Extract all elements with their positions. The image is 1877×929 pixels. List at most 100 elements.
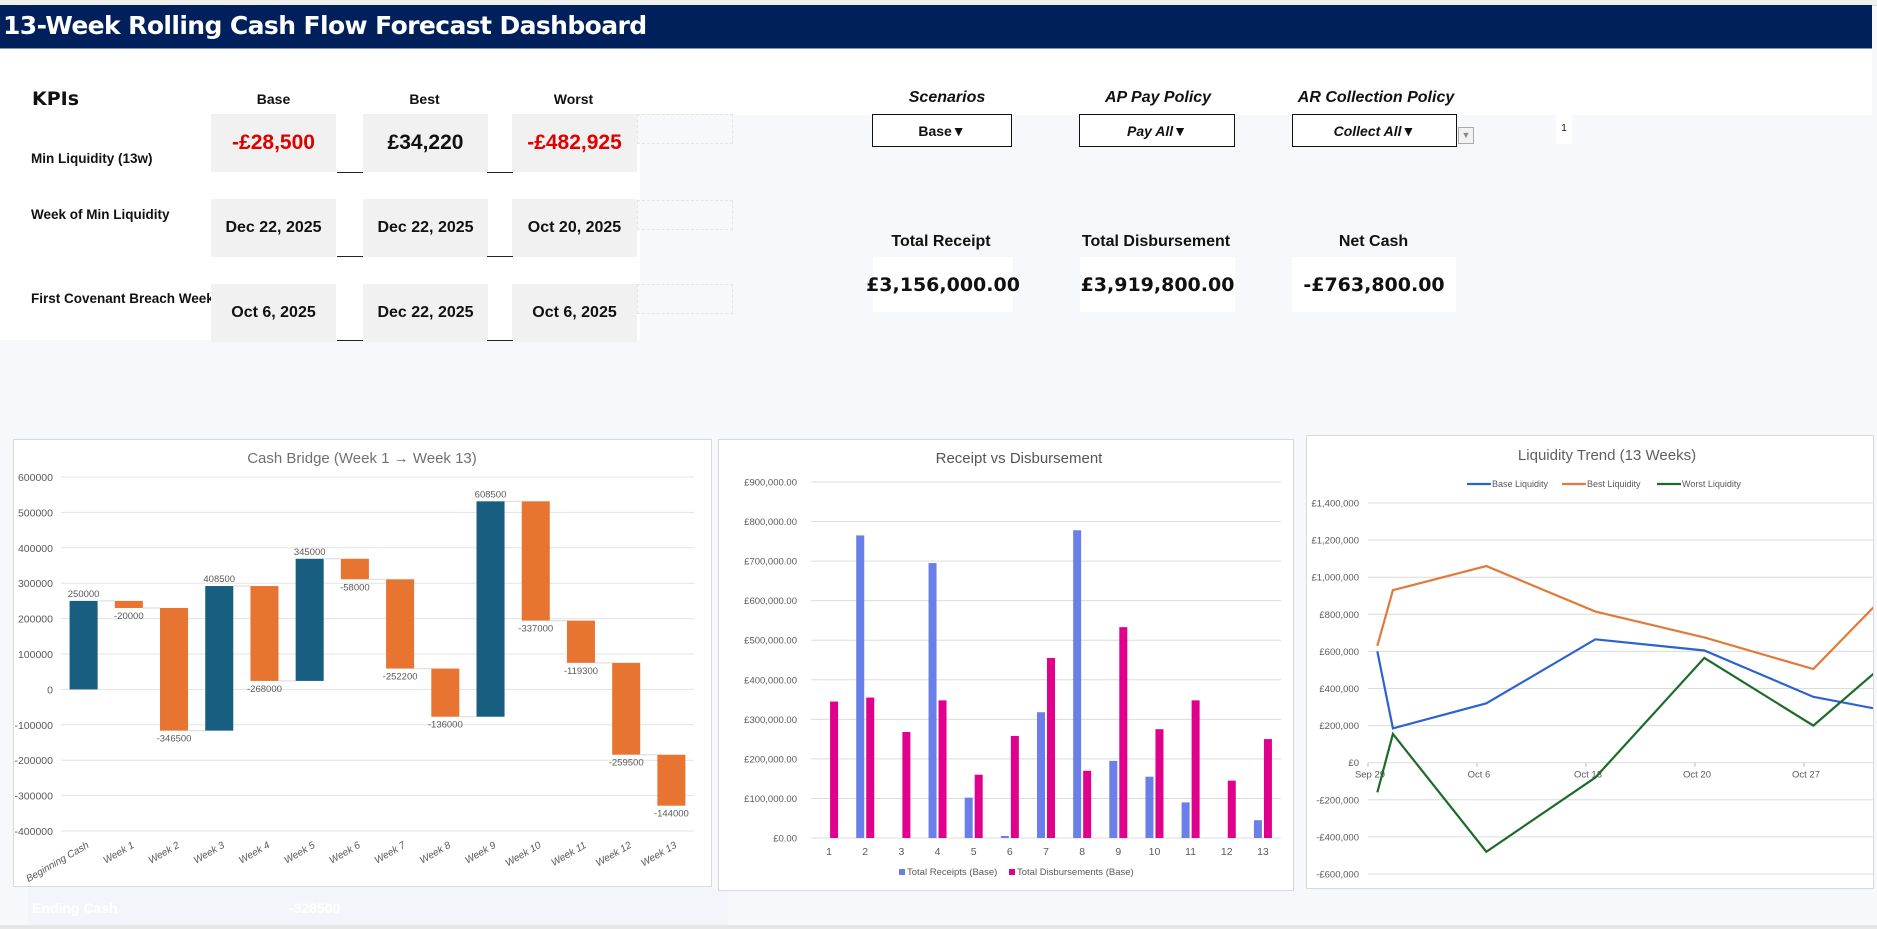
y-tick-label: £900,000.00 xyxy=(744,478,797,489)
x-tick-label: Week 13 xyxy=(639,840,679,869)
waterfall-bar xyxy=(250,586,279,681)
disbursements-bar xyxy=(1227,780,1236,838)
y-tick-label: £600,000 xyxy=(1319,647,1359,658)
total-disbursement-value: £3,919,800.00 xyxy=(1080,257,1235,312)
receipts-bar xyxy=(1145,776,1154,838)
y-tick-label: £500,000.00 xyxy=(744,636,797,647)
kpi-min-liquidity-best: £34,220 xyxy=(363,114,488,172)
cash-bridge-chart[interactable]: Cash Bridge (Week 1 → Week 13) 600000 500… xyxy=(13,439,712,887)
ap-policy-dropdown[interactable]: Pay All▼ xyxy=(1079,114,1235,147)
waterfall-bar xyxy=(295,558,324,681)
waterfall-bar xyxy=(340,558,369,580)
disbursements-bar xyxy=(902,731,911,838)
kpi-covenant-worst: Oct 6, 2025 xyxy=(512,284,637,342)
x-tick-label: 5 xyxy=(971,846,977,858)
y-tick-label: -200000 xyxy=(14,755,53,767)
y-tick-label: 500000 xyxy=(18,507,53,519)
disbursements-bar xyxy=(1191,700,1200,838)
cell-border xyxy=(337,340,363,341)
receipt-vs-disbursement-chart[interactable]: Receipt vs Disbursement £900,000.00 £800,… xyxy=(718,439,1294,891)
receipts-bar xyxy=(1253,820,1262,838)
data-label: 608500 xyxy=(475,489,507,500)
x-tick-label: 8 xyxy=(1079,846,1085,858)
waterfall-bar xyxy=(386,579,415,669)
disbursements-bar xyxy=(866,697,875,838)
waterfall-bar xyxy=(566,620,595,663)
ending-cash-row: Ending Cash -328500 xyxy=(28,888,728,928)
x-tick-label: Week 4 xyxy=(237,840,272,867)
sheet-tab-bar xyxy=(0,925,1877,929)
cell-border xyxy=(337,172,363,173)
waterfall-bar xyxy=(114,600,143,608)
kpi-row-label-min-liquidity: Min Liquidity (13w) xyxy=(31,151,153,166)
cell-border xyxy=(337,256,363,257)
y-tick-label: -£600,000 xyxy=(1316,870,1359,881)
kpi-covenant-best: Dec 22, 2025 xyxy=(363,284,488,342)
y-tick-label: £0 xyxy=(1348,758,1359,769)
waterfall-bar xyxy=(612,662,641,755)
x-tick-label: 10 xyxy=(1149,846,1161,858)
x-tick-label: Week 6 xyxy=(328,840,363,867)
y-tick-label: 200000 xyxy=(18,614,53,626)
ending-cash-label: Ending Cash xyxy=(32,900,118,916)
scenario-dropdown[interactable]: Base▼ xyxy=(872,114,1012,147)
x-tick-label: Week 2 xyxy=(147,840,182,867)
y-tick-label: £700,000.00 xyxy=(744,557,797,568)
y-tick-label: £300,000.00 xyxy=(744,715,797,726)
kpi-covenant-base: Oct 6, 2025 xyxy=(211,284,336,342)
data-label: -20000 xyxy=(114,611,144,622)
net-cash-label: Net Cash xyxy=(1338,233,1409,250)
receipts-bar xyxy=(1181,802,1190,838)
kpi-week-min-base: Dec 22, 2025 xyxy=(211,199,336,257)
empty-cell xyxy=(637,114,733,144)
y-tick-label: -£400,000 xyxy=(1316,832,1359,843)
cell-dropdown-arrow-button[interactable]: ▼ xyxy=(1458,127,1474,144)
kpi-min-liquidity-worst: -£482,925 xyxy=(512,114,637,172)
waterfall-bar xyxy=(476,501,505,717)
disbursements-bar xyxy=(1263,739,1272,838)
x-tick-label: Oct 6 xyxy=(1468,770,1491,781)
receipts-bar xyxy=(856,535,865,838)
y-tick-label: 600000 xyxy=(18,472,53,484)
chart-title: Liquidity Trend (13 Weeks) xyxy=(1518,447,1696,464)
chart-title: Cash Bridge (Week 1 → Week 13) xyxy=(247,450,477,467)
disbursements-bar xyxy=(974,774,983,838)
data-label: 250000 xyxy=(68,589,100,600)
kpi-week-min-best: Dec 22, 2025 xyxy=(363,199,488,257)
ar-policy-dropdown[interactable]: Collect All▼ xyxy=(1292,114,1457,147)
liquidity-trend-chart[interactable]: Liquidity Trend (13 Weeks) £1,400,000 £1,… xyxy=(1306,435,1877,889)
receipts-bar xyxy=(1109,760,1118,838)
data-label: -144000 xyxy=(654,809,689,820)
kpi-column-worst: Worst xyxy=(553,91,594,107)
dashboard-title-bar: 13-Week Rolling Cash Flow Forecast Dashb… xyxy=(0,5,1872,49)
waterfall-bar xyxy=(431,668,460,717)
disbursements-bar xyxy=(830,701,839,838)
data-label: 345000 xyxy=(294,547,326,558)
legend-label: Total Disbursements (Base) xyxy=(1017,867,1134,878)
data-label: -136000 xyxy=(428,720,463,731)
data-label: -252200 xyxy=(383,672,418,683)
receipts-bar xyxy=(964,797,973,838)
y-tick-label: £400,000.00 xyxy=(744,675,797,686)
best-liquidity-line xyxy=(1376,564,1877,671)
x-tick-label: 1 xyxy=(826,846,832,858)
cell-border xyxy=(487,340,513,341)
legend-label: Worst Liquidity xyxy=(1682,479,1741,489)
x-tick-label: 2 xyxy=(862,846,868,858)
y-tick-label: £1,000,000 xyxy=(1311,573,1359,584)
empty-cell xyxy=(637,284,733,314)
cash-bridge-svg: Cash Bridge (Week 1 → Week 13) 600000 500… xyxy=(14,450,694,885)
legend-label: Base Liquidity xyxy=(1492,479,1549,489)
x-tick-label: Week 9 xyxy=(463,840,498,867)
receipts-bar xyxy=(928,563,937,838)
ar-policy-label: AR Collection Policy xyxy=(1297,89,1455,106)
data-label: 408500 xyxy=(203,574,235,585)
disbursements-bar xyxy=(1119,627,1128,838)
y-tick-label: £200,000.00 xyxy=(744,754,797,765)
legend-swatch xyxy=(1009,869,1015,875)
x-tick-label: 12 xyxy=(1221,846,1233,858)
y-tick-label: -300000 xyxy=(14,791,53,803)
x-tick-label: 7 xyxy=(1043,846,1049,858)
x-tick-label: Oct 13 xyxy=(1574,770,1602,781)
cell-border xyxy=(487,172,513,173)
